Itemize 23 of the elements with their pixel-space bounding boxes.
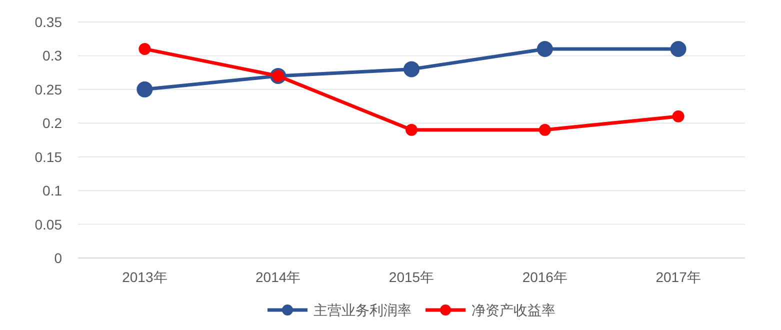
y-tick-label: 0.2 (42, 115, 62, 132)
y-tick-label: 0 (54, 250, 62, 266)
x-tick-label: 2013年 (122, 269, 168, 285)
y-tick-label: 0.35 (34, 14, 62, 30)
y-tick-label: 0.25 (34, 81, 62, 98)
x-tick-label: 2015年 (388, 269, 434, 285)
legend-label: 主营业务利润率 (314, 302, 412, 318)
point (538, 124, 551, 136)
point (404, 61, 420, 78)
point (672, 110, 684, 122)
y-tick-label: 0.1 (42, 182, 62, 199)
y-tick-label: 0.15 (34, 148, 62, 165)
x-tick-label: 2014年 (256, 269, 301, 285)
point (136, 81, 153, 98)
point (670, 40, 686, 57)
y-tick-label: 0.05 (34, 216, 62, 232)
x-tick-label: 2016年 (522, 269, 568, 285)
legend-label: 净资产收益率 (472, 302, 556, 318)
y-tick-label: 0.3 (42, 48, 62, 64)
point (138, 42, 151, 55)
x-tick-label: 2017年 (656, 269, 701, 285)
point (406, 124, 418, 136)
point (536, 40, 553, 57)
